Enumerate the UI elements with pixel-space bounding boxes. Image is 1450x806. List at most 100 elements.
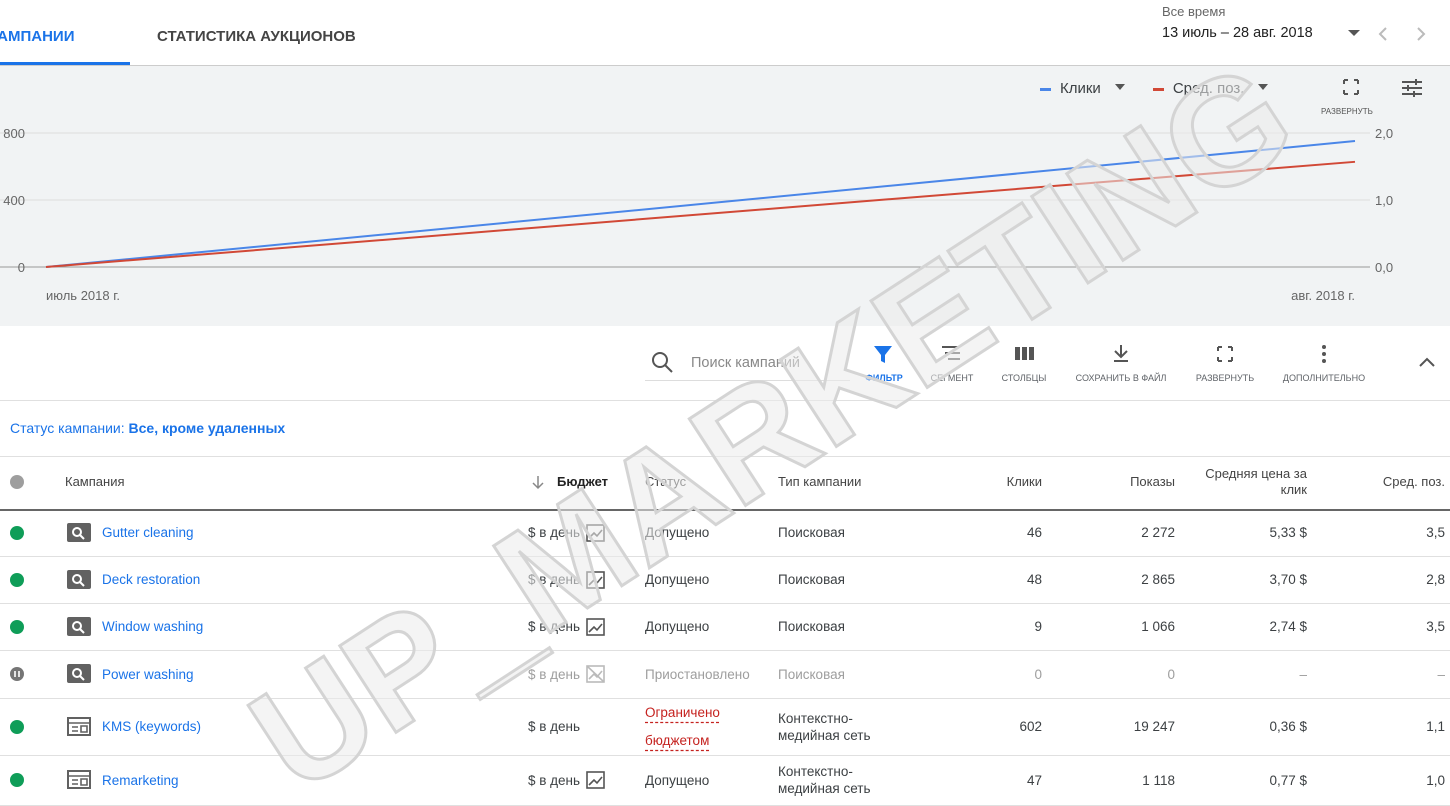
cell: 9 bbox=[1034, 619, 1042, 634]
status-filter[interactable]: Статус кампании: Все, кроме удаленных bbox=[10, 420, 285, 436]
y2-tick-label: 2,0 bbox=[1375, 126, 1393, 141]
table-header bbox=[0, 456, 1450, 511]
row-icons bbox=[10, 569, 605, 589]
cell[interactable]: Remarketing bbox=[102, 772, 179, 788]
display-lines bbox=[68, 721, 90, 733]
pause bbox=[14, 671, 20, 677]
budget-chart-icon bbox=[586, 771, 605, 789]
cell: Допущено bbox=[645, 619, 710, 634]
campaign-icon bbox=[67, 716, 91, 736]
chart-icons bbox=[1343, 79, 1422, 97]
toolbar-button[interactable]: ДОПОЛНИТЕЛЬНО bbox=[1282, 373, 1366, 383]
cell[interactable]: Power washing bbox=[102, 666, 194, 682]
cell: Поисковая bbox=[778, 666, 845, 682]
cell[interactable]: Window washing bbox=[102, 619, 204, 634]
budget-chart-line bbox=[588, 622, 603, 633]
column-header: Сред. поз. bbox=[1382, 474, 1445, 489]
search-input[interactable]: Поиск кампаний bbox=[691, 355, 801, 371]
cell: Допущено bbox=[645, 572, 710, 587]
cell: 1,1 bbox=[1426, 719, 1445, 734]
cell: $ в день bbox=[527, 772, 580, 788]
row-icons bbox=[10, 664, 605, 683]
search-underline bbox=[645, 380, 850, 381]
line-series bbox=[45, 160, 1356, 268]
cell[interactable]: KMS (keywords) bbox=[102, 719, 202, 734]
expand-label[interactable]: РАЗВЕРНУТЬ bbox=[1321, 107, 1373, 116]
cell: Ограничено бюджетом bbox=[645, 704, 720, 748]
chart-panel bbox=[0, 65, 1450, 326]
legend-label: Клики bbox=[1060, 80, 1101, 97]
budget-chart-line bbox=[588, 776, 603, 786]
column-header: Тип кампании bbox=[778, 474, 862, 489]
column-header: Статус bbox=[645, 474, 687, 489]
status-dot bbox=[10, 572, 24, 587]
y-tick-label: 800 bbox=[3, 126, 25, 141]
cell: 47 bbox=[1026, 772, 1042, 788]
cell: Допущено bbox=[645, 525, 710, 540]
cell: Приостановлено bbox=[645, 666, 750, 682]
campaign-icon bbox=[67, 616, 91, 636]
row-icons bbox=[10, 716, 91, 736]
filter-label: Статус кампании: bbox=[10, 420, 125, 436]
budget-chart-line bbox=[588, 528, 603, 539]
glass bbox=[72, 620, 82, 631]
legend-swatch bbox=[1152, 87, 1164, 91]
legend-item[interactable]: Сред. поз. bbox=[1152, 80, 1269, 97]
row-icons bbox=[10, 522, 605, 542]
tab[interactable]: КАМПАНИИ bbox=[0, 28, 75, 45]
cell: Поисковая bbox=[778, 525, 845, 540]
toolbar-button[interactable]: РАЗВЕРНУТЬ bbox=[1195, 373, 1255, 383]
cell: $ в день bbox=[527, 666, 580, 682]
date-range[interactable]: 13 июль – 28 авг. 2018 bbox=[1162, 25, 1313, 41]
legend-caret bbox=[1258, 84, 1269, 95]
tab[interactable]: СТАТИСТИКА АУКЦИОНОВ bbox=[157, 28, 356, 45]
budget-chart-icon bbox=[586, 617, 605, 636]
column-header[interactable]: Бюджет bbox=[557, 474, 608, 489]
budget-chart-icon bbox=[586, 665, 605, 683]
toolbar-icons bbox=[874, 345, 1326, 363]
cell: 48 bbox=[1026, 572, 1042, 587]
toolbar-button[interactable]: СОХРАНИТЬ В ФАЙЛ bbox=[1075, 373, 1167, 383]
cell: 2 865 bbox=[1141, 572, 1175, 587]
glass-h bbox=[79, 580, 85, 587]
cell: Допущено bbox=[645, 772, 710, 788]
cell: 1 066 bbox=[1141, 619, 1175, 634]
budget-chart-line bbox=[588, 575, 603, 586]
cell: – bbox=[1437, 666, 1445, 682]
cell: 3,5 bbox=[1426, 525, 1445, 540]
chart: 0 400 800 0,0 1,0 2,0 июль 2018 г. авг. 2018 г. bbox=[0, 126, 1393, 303]
x-tick-label: июль 2018 г. bbox=[46, 288, 120, 303]
glass-h bbox=[79, 675, 85, 681]
cell: 3,5 bbox=[1426, 619, 1445, 634]
cell: 5,33 $ bbox=[1269, 525, 1307, 540]
campaign-icon bbox=[67, 522, 91, 542]
cell[interactable]: Gutter cleaning bbox=[102, 525, 194, 540]
column-header: Кампания bbox=[65, 474, 125, 489]
cell: $ в день bbox=[527, 719, 580, 734]
row-icons bbox=[10, 616, 605, 636]
cell: Контекстно-медийная сеть bbox=[778, 764, 871, 796]
cell: 0 bbox=[1034, 666, 1042, 682]
glass bbox=[72, 526, 82, 537]
status-dot bbox=[10, 719, 24, 734]
row-icons bbox=[10, 770, 605, 789]
y-tick-label: 0 bbox=[18, 260, 25, 275]
cell[interactable]: Deck restoration bbox=[102, 572, 201, 587]
toolbar-button[interactable]: СЕГМЕНТ bbox=[930, 373, 974, 383]
collapse-icon[interactable] bbox=[1415, 352, 1439, 372]
cell: 0 bbox=[1167, 666, 1175, 682]
column-header: Показы bbox=[1130, 474, 1175, 489]
toolbar-button[interactable]: СТОЛБЦЫ bbox=[1001, 373, 1047, 383]
budget-chart-icon bbox=[586, 523, 605, 542]
cell: 19 247 bbox=[1133, 719, 1175, 734]
row-divider bbox=[0, 650, 1450, 651]
filter-value: Все, кроме удаленных bbox=[128, 420, 286, 436]
glass bbox=[72, 573, 82, 584]
column-header: Клики bbox=[1006, 474, 1042, 489]
cell: Поисковая bbox=[778, 572, 845, 587]
legend-item[interactable]: Клики bbox=[1040, 80, 1125, 97]
glass-h bbox=[79, 627, 85, 634]
campaign-icon bbox=[67, 770, 91, 789]
toolbar-button[interactable]: ФИЛЬТР bbox=[865, 373, 903, 383]
cell: – bbox=[1299, 666, 1307, 682]
